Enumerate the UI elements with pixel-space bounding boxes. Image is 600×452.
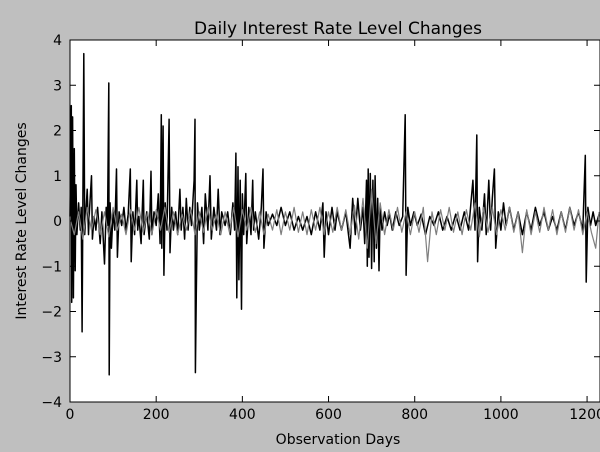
x-tick-label: 1200 (569, 407, 600, 423)
series-line-1 (69, 52, 600, 376)
y-tick-label: 2 (53, 124, 62, 140)
chart-title: Daily Interest Rate Level Changes (194, 19, 482, 39)
y-tick-label: −2 (41, 305, 62, 321)
x-tick-label: 200 (143, 407, 170, 423)
y-axis-title: Interest Rate Level Changes (14, 122, 30, 319)
x-tick-label: 600 (315, 407, 342, 423)
series-line-2 (69, 188, 600, 263)
y-tick-label: −4 (41, 395, 62, 411)
y-tick-label: 3 (53, 78, 62, 94)
y-tick-label: −3 (41, 350, 62, 366)
y-tick-label: 4 (53, 33, 62, 49)
y-tick-label: −1 (41, 259, 62, 275)
y-tick-label: 1 (53, 169, 62, 185)
y-tick-label: 0 (53, 214, 62, 230)
ticks: 0 200 400 600 800 1000 1200 −4 −3 −2 −1 0 1 2 3 4 (41, 33, 600, 423)
x-tick-label: 800 (401, 407, 428, 423)
x-tick-label: 400 (229, 407, 256, 423)
x-axis-title: Observation Days (276, 432, 401, 448)
x-tick-label: 1000 (483, 407, 519, 423)
series-layer (69, 52, 600, 376)
x-tick-label: 0 (66, 407, 75, 423)
